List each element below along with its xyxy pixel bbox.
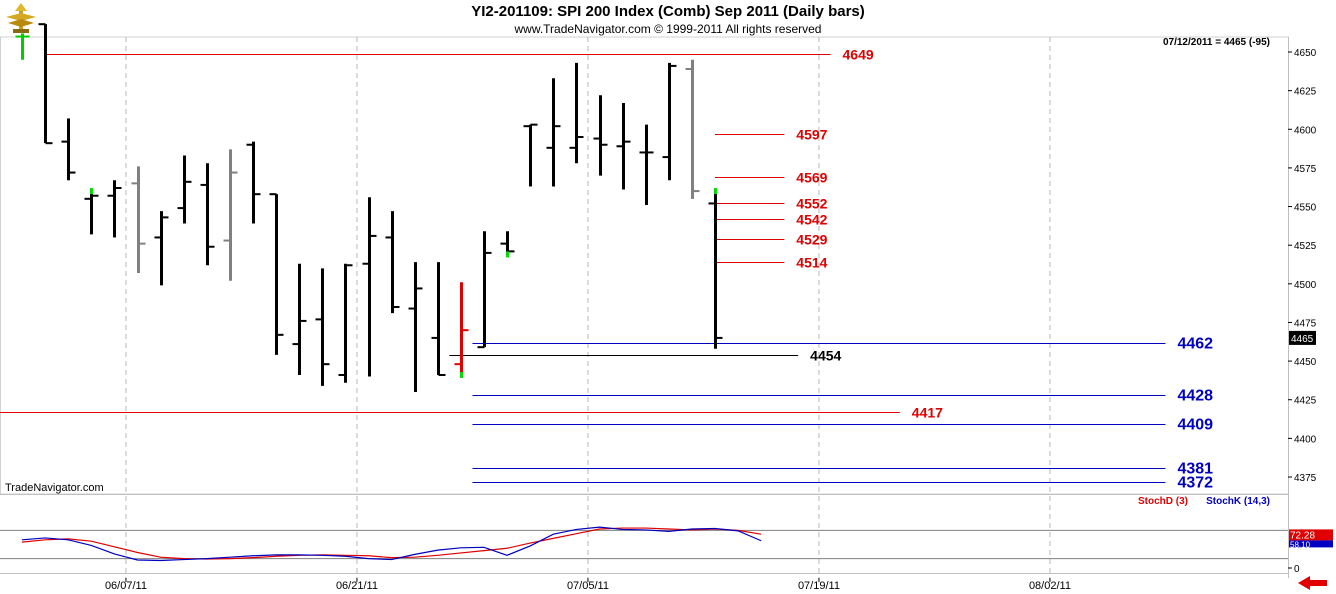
y-tick-label: 4475	[1294, 318, 1317, 329]
x-tick-label: 08/02/11	[1029, 580, 1071, 592]
legend-stoch-d: StochD (3)	[1138, 496, 1188, 507]
y-tick-label: 4375	[1294, 473, 1317, 484]
y-tick-label: 4425	[1294, 396, 1317, 407]
y-tick-label: 4400	[1294, 434, 1317, 445]
level-label-4569: 4569	[796, 170, 827, 186]
price-readout: 07/12/2011 = 4465 (-95)	[1163, 37, 1270, 48]
x-tick-label: 07/05/11	[567, 580, 609, 592]
y-tick-label: 4625	[1294, 87, 1317, 98]
level-label-4417: 4417	[912, 405, 943, 421]
x-tick-label: 06/07/11	[105, 580, 147, 592]
x-tick-label: 07/19/11	[798, 580, 840, 592]
y-tick-label: 4450	[1294, 357, 1317, 368]
y-tick-label: 4500	[1294, 280, 1317, 291]
copyright-text: www.TradeNavigator.com © 1999-2011 All r…	[514, 22, 822, 36]
y-tick-label: 4600	[1294, 125, 1317, 136]
level-label-4649: 4649	[843, 47, 874, 63]
level-label-4428: 4428	[1177, 388, 1213, 405]
red-left-arrow-icon[interactable]	[1298, 576, 1328, 590]
stoch-line-stochk	[21, 526, 762, 562]
chart-title: YI2-201109: SPI 200 Index (Comb) Sep 201…	[471, 3, 865, 20]
y-tick-label: 4650	[1294, 48, 1317, 59]
stoch-d-tag: 72.28	[1290, 530, 1315, 541]
x-tick-label: 06/21/11	[336, 580, 378, 592]
last-price-tag: 4465	[1291, 334, 1314, 345]
price-panel-border	[0, 36, 1289, 495]
stoch-k-tag-bg	[1289, 540, 1333, 548]
stoch-k-tag: 58.10	[1290, 540, 1311, 549]
stoch-d-tag-bg	[1289, 529, 1333, 541]
y-tick-label: 4575	[1294, 164, 1317, 175]
watermark-text: TradeNavigator.com	[5, 482, 104, 494]
level-label-4514: 4514	[796, 255, 827, 271]
level-label-4542: 4542	[796, 212, 827, 228]
y-tick-label: 4550	[1294, 203, 1317, 214]
level-label-4462: 4462	[1177, 336, 1213, 353]
level-label-4381: 4381	[1177, 461, 1213, 478]
level-label-4372: 4372	[1177, 475, 1213, 492]
last-price-tag-bg	[1289, 330, 1316, 345]
level-label-4409: 4409	[1177, 417, 1213, 434]
level-label-4529: 4529	[796, 232, 827, 248]
level-label-4552: 4552	[796, 196, 827, 212]
stoch-y-tick-label: 0	[1294, 564, 1300, 575]
trade-navigator-logo-icon	[6, 3, 36, 33]
y-tick-label: 4525	[1294, 241, 1317, 252]
level-label-4454: 4454	[810, 348, 841, 364]
legend-stoch-k: StochK (14,3)	[1206, 496, 1270, 507]
stoch-line-stochd	[21, 527, 762, 560]
level-label-4597: 4597	[796, 127, 827, 143]
